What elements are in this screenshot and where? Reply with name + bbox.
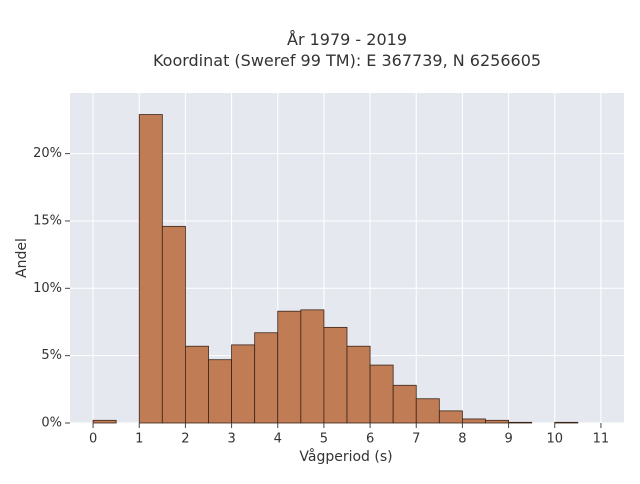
histogram-bar-0 — [92, 419, 117, 424]
histogram-bar-4 — [208, 359, 232, 424]
y-tick-label-4: 20% — [33, 146, 62, 161]
histogram-bar-8 — [300, 309, 325, 424]
chart-title-line-2: Koordinat (Sweref 99 TM): E 367739, N 62… — [153, 51, 541, 70]
x-tick-label-3: 3 — [227, 432, 235, 447]
chart-title-line-1: År 1979 - 2019 — [287, 30, 407, 49]
histogram-bar-1 — [138, 114, 163, 424]
x-axis-title: Vågperiod (s) — [299, 448, 392, 465]
x-tick-label-10: 10 — [546, 432, 563, 447]
y-tick-label-1: 5% — [41, 348, 62, 363]
x-tick-label-11: 11 — [593, 432, 610, 447]
y-tick-label-0: 0% — [41, 416, 62, 431]
x-axis-ticks: 0 1 2 3 4 5 6 7 8 9 10 11 — [89, 423, 609, 447]
x-tick-label-5: 5 — [320, 432, 328, 447]
histogram-bar-13 — [415, 398, 440, 424]
bars-layer — [92, 114, 579, 424]
y-axis-ticks: 0% 5% 10% 15% 20% — [33, 146, 70, 431]
histogram-bar-17 — [508, 421, 533, 424]
y-tick-label-3: 15% — [33, 213, 62, 228]
histogram-bar-14 — [438, 410, 463, 424]
y-axis-title: Andel — [14, 238, 30, 278]
y-tick-label-2: 10% — [33, 281, 62, 296]
x-tick-label-2: 2 — [181, 432, 189, 447]
x-tick-label-4: 4 — [274, 432, 282, 447]
x-tick-label-0: 0 — [89, 432, 97, 447]
histogram-bar-10 — [346, 345, 371, 424]
histogram-bar-12 — [392, 384, 417, 424]
histogram-bar-2 — [161, 225, 186, 424]
histogram-bar-18 — [554, 421, 579, 424]
x-tick-label-1: 1 — [135, 432, 143, 447]
x-tick-label-9: 9 — [504, 432, 512, 447]
x-tick-label-8: 8 — [458, 432, 466, 447]
x-tick-label-6: 6 — [366, 432, 374, 447]
histogram-bar-16 — [485, 419, 509, 424]
histogram-bar-5 — [231, 344, 256, 424]
histogram-bar-6 — [254, 332, 279, 424]
histogram-bar-15 — [462, 418, 486, 424]
histogram-bar-7 — [277, 310, 302, 424]
x-tick-label-7: 7 — [412, 432, 420, 447]
histogram-bar-11 — [369, 364, 394, 424]
histogram-bar-9 — [323, 326, 348, 424]
histogram-bar-3 — [185, 345, 209, 424]
